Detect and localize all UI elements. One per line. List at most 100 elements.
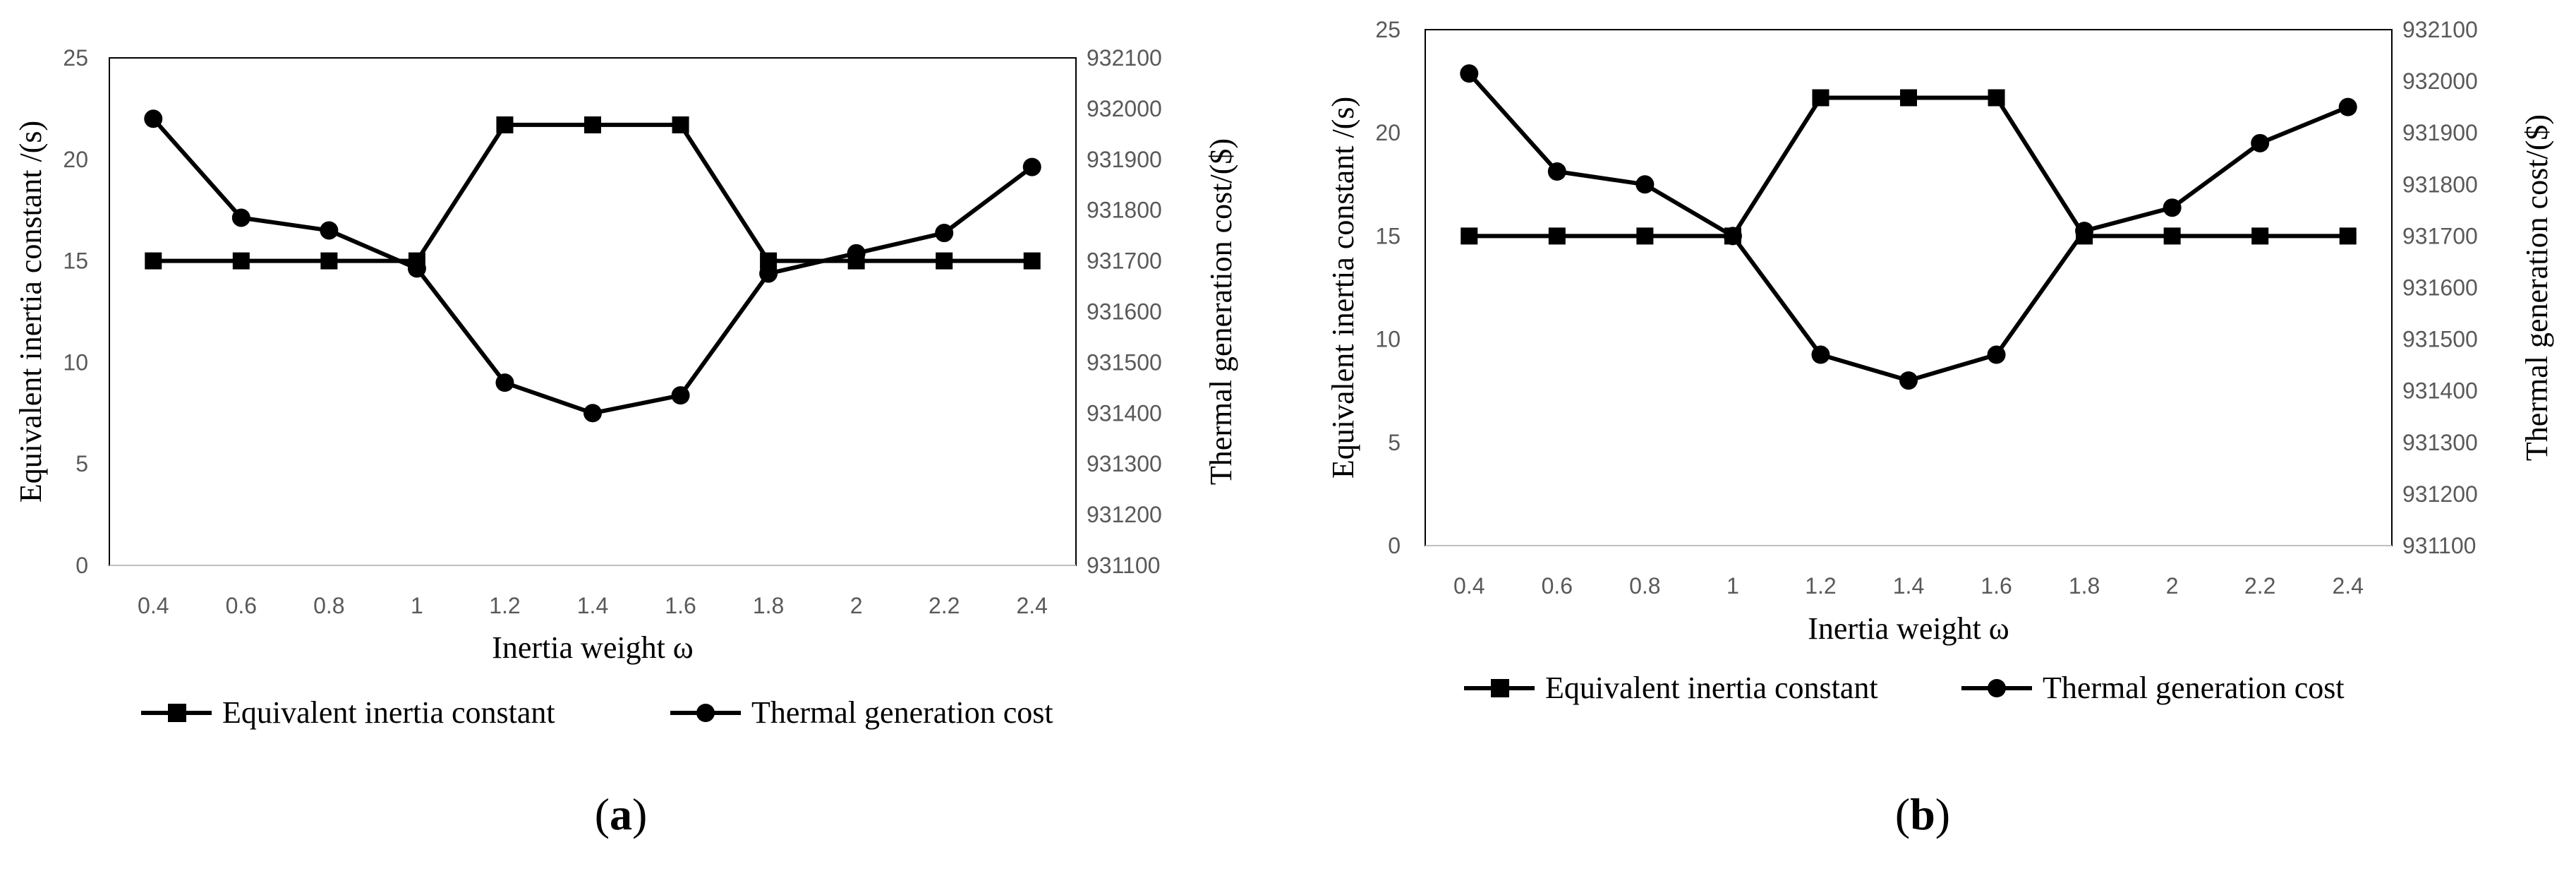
data-point-square <box>320 252 338 270</box>
y-right-tick-label: 931400 <box>2402 378 2478 404</box>
x-tick-label: 2.4 <box>2332 573 2363 599</box>
data-point-circle <box>671 386 690 405</box>
data-point-circle <box>1723 227 1742 246</box>
y-right-tick-label: 931100 <box>2402 533 2476 558</box>
y-right-axis-title: Thermal generation cost/($) <box>2520 114 2554 461</box>
series-thermal-generation-cost <box>1460 64 2357 390</box>
y-right-tick-label: 931900 <box>1087 147 1162 172</box>
y-left-tick-label: 20 <box>63 147 88 172</box>
legend-marker-circle <box>696 704 715 722</box>
panel-label-letter: b <box>1910 789 1935 839</box>
data-point-square <box>2339 227 2357 245</box>
data-point-square <box>1548 227 1566 245</box>
data-point-square <box>1900 89 1917 107</box>
chart-panel-b: 0 5 10 15 20 25 931100 931200 931300 931400 931500… <box>1326 17 2554 839</box>
y-right-tick-label: 931600 <box>2402 275 2478 301</box>
y-right-tick-label: 931900 <box>2402 120 2478 145</box>
panel-label-close-paren: ) <box>632 789 647 839</box>
panel-label-open-paren: ( <box>595 789 610 839</box>
x-tick-label: 1.2 <box>1805 573 1836 599</box>
panel-label-letter: a <box>610 789 632 839</box>
x-tick-label: 2.4 <box>1016 593 1047 618</box>
y-right-tick-label: 931200 <box>1087 502 1162 527</box>
y-right-tick-label: 931400 <box>1087 400 1162 426</box>
data-point-circle <box>320 221 339 240</box>
y-left-tick-label: 25 <box>1375 17 1401 42</box>
x-tick-label: 1.6 <box>665 593 696 618</box>
data-point-square <box>496 116 514 133</box>
y-left-tick-label: 0 <box>75 553 88 578</box>
x-tick-label: 2 <box>850 593 863 618</box>
series-equivalent-inertia-constant <box>145 116 1041 270</box>
y-left-tick-label: 15 <box>1375 223 1401 248</box>
y-left-tick-label: 5 <box>75 451 88 476</box>
data-point-circle <box>2163 198 2182 217</box>
y-right-tick-label: 931500 <box>1087 349 1162 375</box>
legend-marker-square <box>168 704 186 722</box>
legend-label: Equivalent inertia constant <box>222 695 555 730</box>
y-right-tick-label: 931200 <box>2402 481 2478 507</box>
data-point-circle <box>1460 64 1479 83</box>
x-tick-label: 1.6 <box>1981 573 2012 599</box>
x-tick-label: 0.8 <box>313 593 344 618</box>
x-tick-label: 1.4 <box>577 593 608 618</box>
data-point-circle <box>2338 97 2357 116</box>
y-left-tick-label: 0 <box>1388 533 1401 558</box>
legend: Equivalent inertia constant Thermal gener… <box>141 695 1053 730</box>
legend: Equivalent inertia constant Thermal gener… <box>1464 671 2345 705</box>
data-point-square <box>232 252 250 270</box>
x-tick-label: 2.2 <box>2244 573 2275 599</box>
panel-label-close-paren: ) <box>1935 789 1950 839</box>
series-thermal-generation-cost <box>144 109 1041 423</box>
x-tick-label: 0.4 <box>1453 573 1484 599</box>
data-point-square <box>672 116 689 133</box>
plot-area <box>109 57 1077 566</box>
y-left-tick-label: 10 <box>1375 327 1401 352</box>
y-right-tick-label: 931800 <box>2402 172 2478 197</box>
y-left-tick-label: 10 <box>63 349 88 375</box>
x-tick-label: 0.6 <box>226 593 257 618</box>
x-axis-title: Inertia weight ω <box>492 630 694 665</box>
data-point-circle <box>1811 345 1830 364</box>
data-point-circle <box>1899 371 1918 390</box>
data-point-square <box>2163 227 2181 245</box>
x-tick-label: 1.8 <box>753 593 784 618</box>
x-tick-label: 2 <box>2166 573 2179 599</box>
y-left-tick-label: 25 <box>63 45 88 71</box>
y-right-tick-label: 932000 <box>2402 68 2478 94</box>
y-left-tick-label: 15 <box>63 248 88 274</box>
y-right-tick-label: 931100 <box>1087 553 1160 578</box>
y-right-tick-label: 932000 <box>1087 96 1162 121</box>
y-right-axis-title: Thermal generation cost/($) <box>1204 138 1238 485</box>
y-right-tick-label: 931800 <box>1087 198 1162 223</box>
y-right-tick-label: 931600 <box>1087 299 1162 325</box>
x-tick-label: 0.4 <box>138 593 169 618</box>
series-line <box>1468 72 2349 383</box>
data-point-square <box>1988 89 2005 107</box>
legend-marker-circle <box>1988 679 2006 697</box>
x-tick-label: 0.6 <box>1542 573 1573 599</box>
data-point-circle <box>935 224 954 243</box>
data-point-square <box>2251 227 2269 245</box>
data-point-circle <box>2075 222 2094 241</box>
x-tick-label: 1 <box>1727 573 1739 599</box>
x-tick-label: 1.8 <box>2069 573 2100 599</box>
y-right-tick-label: 932100 <box>2402 17 2478 42</box>
panel-label-open-paren: ( <box>1895 789 1910 839</box>
chart-panel-a: 0 5 10 15 20 25 931100 931200 931300 931400 931500… <box>13 45 1238 839</box>
data-point-circle <box>1022 157 1041 176</box>
data-point-circle <box>2251 133 2270 152</box>
y-right-tick-label: 931500 <box>2402 327 2478 352</box>
series-line <box>1469 95 2348 239</box>
data-point-square <box>584 116 601 133</box>
y-left-axis-title: Equivalent inertia constant /(s) <box>13 121 48 503</box>
data-point-square <box>1023 252 1041 270</box>
x-tick-label: 1.2 <box>489 593 520 618</box>
x-tick-label: 2.2 <box>929 593 960 618</box>
series-line <box>153 122 1032 263</box>
legend-marker-square <box>1491 679 1509 697</box>
data-point-circle <box>583 404 602 423</box>
y-left-tick-label: 20 <box>1375 120 1401 145</box>
x-tick-label: 1 <box>411 593 423 618</box>
